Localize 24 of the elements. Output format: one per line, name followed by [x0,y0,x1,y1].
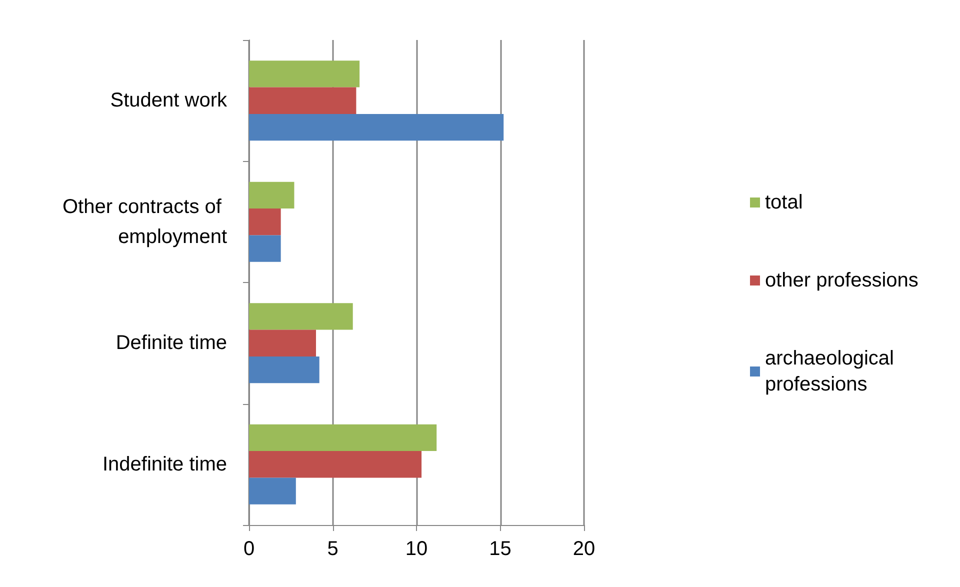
bar [249,60,360,88]
y-tick-label: Definite time [116,332,227,354]
bar [249,87,356,114]
y-tick-label: Indefinite time [102,453,227,476]
x-tick-label: 20 [572,538,596,560]
x-tick-label: 15 [489,538,512,560]
bar [249,330,316,356]
x-tick-label: 10 [405,538,428,560]
legend-label: other professions [765,270,918,292]
bar [249,235,281,262]
bar [249,208,281,236]
bar [249,478,296,504]
x-tick-label: 5 [327,538,338,560]
bar [249,356,320,384]
bar [249,451,422,478]
legend-label: archaeological professions [765,348,900,396]
bar [249,182,294,209]
bar [249,114,504,141]
x-tick-label: 0 [243,538,255,560]
y-tick-label: Other contracts of employment [62,196,228,248]
legend-label: total [765,192,803,214]
bar [249,424,437,452]
y-tick-label: Student work [110,90,228,112]
bar [249,303,353,330]
